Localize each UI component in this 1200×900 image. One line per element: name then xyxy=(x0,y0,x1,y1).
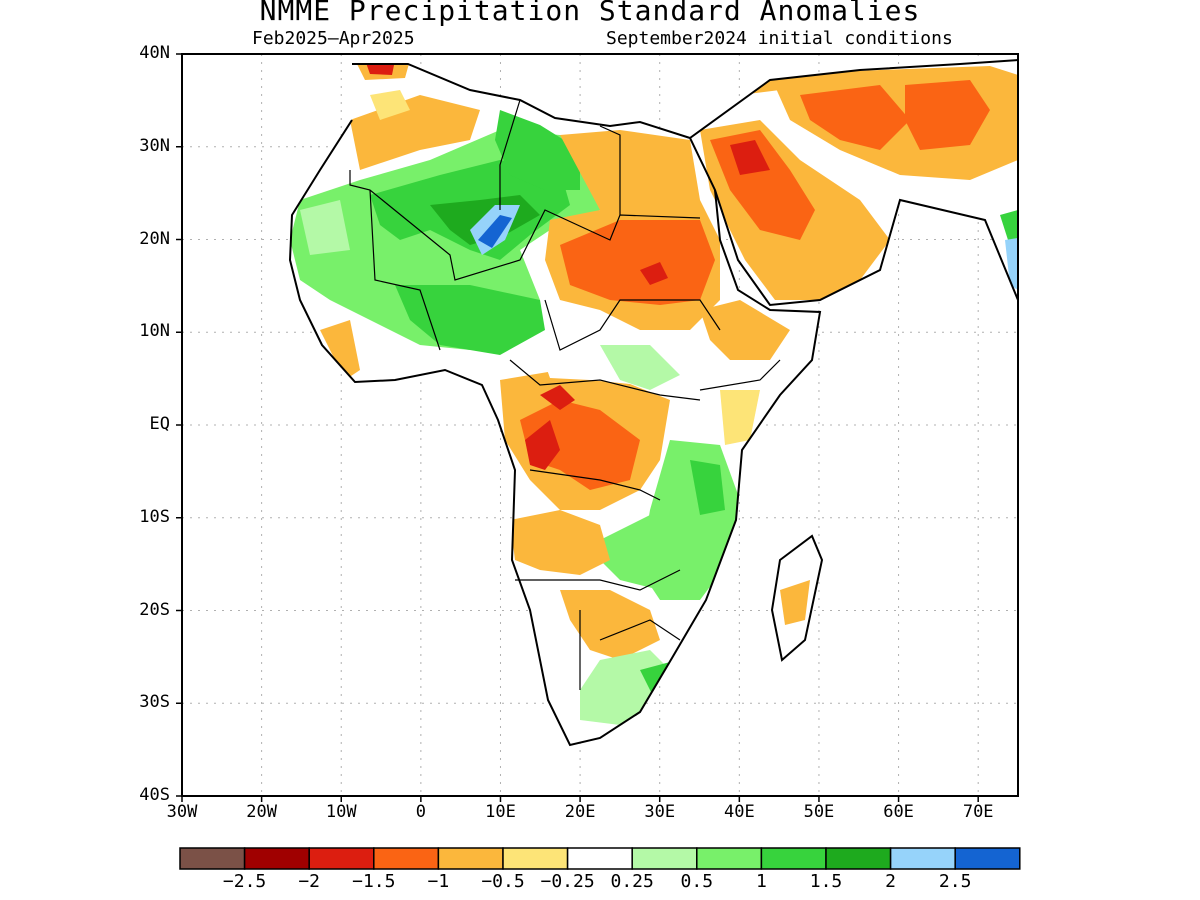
precip-anomaly-shading xyxy=(290,60,1018,745)
latitude-label: 40S xyxy=(139,785,170,805)
latitude-label: 20N xyxy=(139,228,170,249)
colorbar-swatch xyxy=(179,847,246,870)
longitude-label: 60E xyxy=(883,802,914,822)
colorbar-swatch xyxy=(502,847,569,870)
map-title: NMME Precipitation Standard Anomalies xyxy=(259,0,921,27)
colorbar-label: 2 xyxy=(885,871,897,892)
colorbar-swatch xyxy=(631,847,698,870)
longitude-label: 30W xyxy=(166,802,198,822)
latitude-label: 10S xyxy=(139,506,170,527)
colorbar-label: −1.5 xyxy=(352,871,396,892)
colorbar-swatch xyxy=(437,847,504,870)
latitude-label: EQ xyxy=(149,414,170,434)
colorbar-label: 2.5 xyxy=(938,871,972,892)
latitude-label: 30S xyxy=(139,692,170,713)
longitude-label: 30E xyxy=(644,802,676,822)
longitude-label: 40E xyxy=(723,802,755,822)
longitude-label: 10E xyxy=(485,802,516,822)
colorbar-swatch xyxy=(889,847,956,870)
colorbar-label: 1 xyxy=(755,871,767,892)
colorbar-swatch xyxy=(696,847,763,870)
colorbar-label: −1 xyxy=(427,871,450,892)
longitude-label: 20W xyxy=(246,802,277,822)
longitude-label: 10W xyxy=(325,802,357,822)
colorbar-swatch xyxy=(308,847,375,870)
colorbar-swatch xyxy=(760,847,827,870)
colorbar-label: 1.5 xyxy=(809,871,843,892)
colorbar-swatch xyxy=(954,847,1021,870)
longitude-label: 20E xyxy=(564,802,596,822)
colorbar-label: 0.25 xyxy=(610,871,654,892)
longitude-label: 50E xyxy=(803,802,835,822)
colorbar xyxy=(179,847,1021,870)
colorbar-swatch xyxy=(243,847,310,870)
colorbar-label: −2 xyxy=(298,871,321,892)
colorbar-label: 0.5 xyxy=(680,871,714,892)
longitude-label: 0 xyxy=(415,802,426,822)
latitude-label: 40N xyxy=(139,43,170,63)
country-borders xyxy=(349,99,781,690)
latitude-label: 20S xyxy=(139,599,170,620)
colorbar-label: −2.5 xyxy=(222,871,267,892)
forecast-period: Feb2025–Apr2025 xyxy=(252,28,415,49)
colorbar-label: −0.25 xyxy=(540,871,595,892)
colorbar-label: −0.5 xyxy=(481,871,525,892)
colorbar-swatch xyxy=(825,847,892,870)
colorbar-swatch xyxy=(373,847,440,870)
initial-conditions: September2024 initial conditions xyxy=(606,28,953,49)
coastlines xyxy=(288,59,1018,747)
longitude-label: 70E xyxy=(962,802,994,822)
latitude-label: 30N xyxy=(139,135,170,156)
latitude-label: 10N xyxy=(139,321,170,342)
colorbar-swatch xyxy=(566,847,633,870)
